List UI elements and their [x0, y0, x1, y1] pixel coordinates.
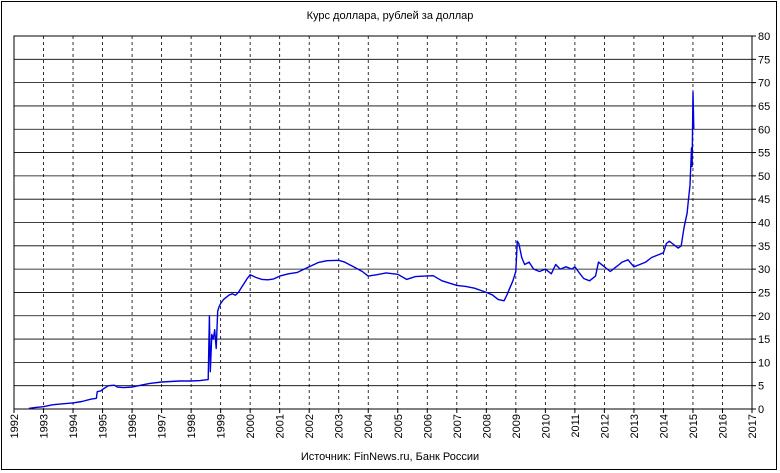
y-tick-labels: 0 5 10 15 20 25 30 35 40 45 50 55 60 65 70 75 80	[752, 31, 770, 416]
x-tick-label-2014: 2014	[658, 414, 670, 438]
x-tick-label-2004: 2004	[363, 414, 375, 438]
y-tick-label-10: 10	[758, 357, 770, 369]
chart-title: Курс доллара, рублей за доллар	[306, 10, 474, 22]
y-tick-label-5: 5	[758, 381, 764, 393]
x-tick-label-1993: 1993	[39, 414, 51, 438]
y-tick-label-60: 60	[758, 124, 770, 136]
x-tick-label-2005: 2005	[393, 414, 405, 438]
x-tick-label-1995: 1995	[98, 414, 110, 438]
y-tick-label-80: 80	[758, 31, 770, 43]
y-tick-label-45: 45	[758, 194, 770, 206]
y-tick-label-25: 25	[758, 287, 770, 299]
x-tick-label-2003: 2003	[334, 414, 346, 438]
x-tick-label-2001: 2001	[275, 414, 287, 438]
x-tick-label-1999: 1999	[216, 414, 228, 438]
x-tick-label-2012: 2012	[599, 414, 611, 438]
x-tick-label-1996: 1996	[127, 414, 139, 438]
x-tick-label-1992: 1992	[9, 414, 21, 438]
y-tick-label-55: 55	[758, 148, 770, 160]
x-tick-label-2017: 2017	[747, 414, 759, 438]
x-tick-label-2006: 2006	[422, 414, 434, 438]
x-tick-label-2016: 2016	[717, 414, 729, 438]
y-tick-label-30: 30	[758, 264, 770, 276]
y-tick-label-40: 40	[758, 218, 770, 230]
x-tick-label-2013: 2013	[629, 414, 641, 438]
y-tick-label-0: 0	[758, 404, 764, 416]
series-line	[28, 91, 695, 410]
y-tick-label-50: 50	[758, 171, 770, 183]
x-tick-label-2002: 2002	[304, 414, 316, 438]
x-tick-label-1994: 1994	[68, 414, 80, 438]
x-tick-label-1998: 1998	[186, 414, 198, 438]
y-tick-label-20: 20	[758, 311, 770, 323]
y-tick-label-35: 35	[758, 241, 770, 253]
x-tick-label-2015: 2015	[688, 414, 700, 438]
x-tick-label-2010: 2010	[540, 414, 552, 438]
x-tick-label-2008: 2008	[481, 414, 493, 438]
y-tick-label-15: 15	[758, 334, 770, 346]
y-tick-label-75: 75	[758, 54, 770, 66]
horizontal-gridlines	[14, 58, 752, 387]
x-tick-label-1997: 1997	[157, 414, 169, 438]
x-tick-label-2007: 2007	[452, 414, 464, 438]
y-tick-label-70: 70	[758, 78, 770, 90]
x-tick-label-2011: 2011	[570, 414, 582, 438]
y-tick-label-65: 65	[758, 101, 770, 113]
source-note: Источник: FinNews.ru, Банк России	[300, 451, 480, 463]
x-tick-label-2000: 2000	[245, 414, 257, 438]
x-tick-label-2009: 2009	[511, 414, 523, 438]
x-tick-labels: 1992 1993 1994 1995 1996 1997 1998 1999 2000 2001…	[9, 409, 759, 438]
